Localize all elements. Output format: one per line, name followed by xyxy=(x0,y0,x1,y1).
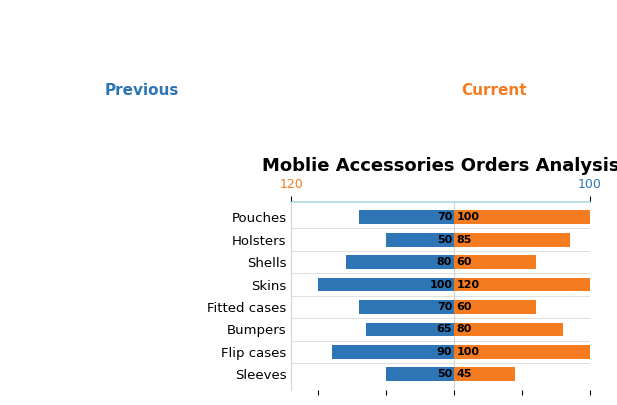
Text: 90: 90 xyxy=(437,347,452,357)
Bar xyxy=(318,277,454,292)
Bar xyxy=(359,210,454,224)
Bar xyxy=(386,232,454,247)
Title: Moblie Accessories Orders Analysis: Moblie Accessories Orders Analysis xyxy=(262,157,617,175)
Text: 65: 65 xyxy=(437,324,452,335)
Bar xyxy=(454,255,536,269)
Text: Previous: Previous xyxy=(105,83,179,98)
Bar xyxy=(454,300,536,314)
Text: 80: 80 xyxy=(457,324,471,335)
Text: 80: 80 xyxy=(437,257,452,267)
Text: 100: 100 xyxy=(429,279,452,290)
Text: 50: 50 xyxy=(437,369,452,379)
Bar xyxy=(454,210,590,224)
Bar xyxy=(454,322,563,337)
Text: 70: 70 xyxy=(437,302,452,312)
Text: 120: 120 xyxy=(457,279,479,290)
Text: Current: Current xyxy=(462,83,528,98)
Bar xyxy=(454,277,617,292)
Text: 50: 50 xyxy=(437,234,452,245)
Bar xyxy=(454,232,569,247)
Text: 60: 60 xyxy=(457,302,472,312)
Bar xyxy=(346,255,454,269)
Bar xyxy=(332,345,454,359)
Bar xyxy=(454,345,590,359)
Bar xyxy=(366,322,454,337)
Bar xyxy=(359,300,454,314)
Text: 70: 70 xyxy=(437,212,452,222)
Bar xyxy=(386,367,454,382)
Text: 100: 100 xyxy=(457,212,479,222)
Text: 45: 45 xyxy=(457,369,472,379)
Bar xyxy=(454,367,515,382)
Text: 60: 60 xyxy=(457,257,472,267)
Text: 100: 100 xyxy=(457,347,479,357)
Text: 85: 85 xyxy=(457,234,471,245)
